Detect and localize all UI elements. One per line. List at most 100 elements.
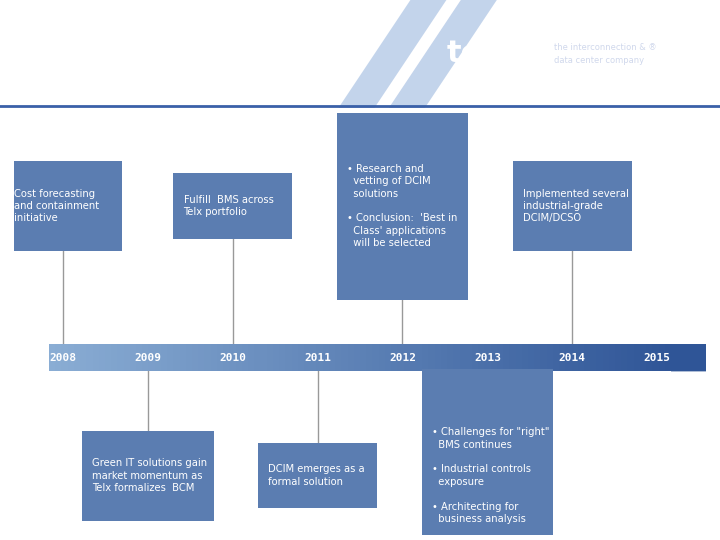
Bar xyxy=(428,344,436,372)
Text: 2015: 2015 xyxy=(644,353,671,363)
Text: 2010: 2010 xyxy=(219,353,246,363)
Bar xyxy=(192,344,199,372)
Bar xyxy=(416,344,423,372)
Bar xyxy=(273,344,280,372)
Text: 2008: 2008 xyxy=(49,353,76,363)
Bar xyxy=(179,344,186,372)
FancyBboxPatch shape xyxy=(4,161,122,251)
Bar xyxy=(652,344,660,372)
Bar xyxy=(174,344,180,372)
Bar xyxy=(248,344,255,372)
Bar xyxy=(596,344,603,372)
Bar xyxy=(534,344,541,372)
Bar xyxy=(217,344,224,372)
Bar xyxy=(590,344,597,372)
Bar xyxy=(503,344,510,372)
Bar xyxy=(211,344,217,372)
Bar xyxy=(385,344,392,372)
Bar xyxy=(235,344,243,372)
Bar xyxy=(266,344,274,372)
Bar xyxy=(136,344,143,372)
Bar xyxy=(628,344,634,372)
Bar xyxy=(640,344,647,372)
Bar xyxy=(609,344,616,372)
Bar xyxy=(348,344,354,372)
FancyBboxPatch shape xyxy=(82,430,214,521)
Bar xyxy=(161,344,168,372)
Bar xyxy=(497,344,504,372)
Bar xyxy=(155,344,161,372)
Bar xyxy=(86,344,93,372)
Text: Cost forecasting
and containment
initiative: Cost forecasting and containment initiat… xyxy=(14,188,99,224)
Bar xyxy=(546,344,554,372)
Bar xyxy=(49,344,56,372)
Text: 2012: 2012 xyxy=(389,353,416,363)
Bar xyxy=(435,344,441,372)
Text: 2014: 2014 xyxy=(559,353,586,363)
Bar xyxy=(143,344,149,372)
Bar xyxy=(441,344,448,372)
Bar xyxy=(490,344,498,372)
Bar xyxy=(615,344,622,372)
Bar xyxy=(459,344,467,372)
Text: Implemented several
industrial-grade
DCIM/DCSO: Implemented several industrial-grade DCI… xyxy=(523,188,629,224)
Bar xyxy=(565,344,572,372)
Polygon shape xyxy=(389,0,497,108)
Bar xyxy=(117,344,125,372)
Bar xyxy=(553,344,559,372)
Bar xyxy=(410,344,417,372)
Bar xyxy=(61,344,68,372)
Text: telx: telx xyxy=(446,39,512,69)
Bar xyxy=(478,344,485,372)
Bar xyxy=(310,344,317,372)
FancyBboxPatch shape xyxy=(174,173,292,239)
Bar xyxy=(379,344,386,372)
Bar xyxy=(572,344,578,372)
Bar xyxy=(204,344,212,372)
Bar xyxy=(130,344,137,372)
Bar xyxy=(304,344,311,372)
Bar xyxy=(422,344,429,372)
Text: • Research and
  vetting of DCIM
  solutions

• Conclusion:  'Best in
  Class' a: • Research and vetting of DCIM solutions… xyxy=(347,164,457,248)
Bar xyxy=(391,344,398,372)
Polygon shape xyxy=(338,0,446,108)
Bar xyxy=(341,344,348,372)
Bar xyxy=(105,344,112,372)
Bar xyxy=(372,344,379,372)
Bar xyxy=(92,344,99,372)
Bar xyxy=(659,344,665,372)
Bar xyxy=(366,344,373,372)
Bar xyxy=(665,344,672,372)
Text: 2011: 2011 xyxy=(304,353,331,363)
Bar xyxy=(124,344,130,372)
Bar xyxy=(74,344,81,372)
Bar xyxy=(603,344,610,372)
FancyBboxPatch shape xyxy=(422,369,553,540)
Bar xyxy=(223,344,230,372)
Bar xyxy=(516,344,523,372)
Bar xyxy=(559,344,566,372)
Text: DCIM emerges as a
formal solution: DCIM emerges as a formal solution xyxy=(269,464,365,487)
Bar xyxy=(298,344,305,372)
Text: 2013: 2013 xyxy=(474,353,501,363)
Text: 2009: 2009 xyxy=(134,353,161,363)
Text: • Challenges for "right"
  BMS continues

• Industrial controls
  exposure

• Ar: • Challenges for "right" BMS continues •… xyxy=(432,427,549,524)
Bar xyxy=(167,344,174,372)
Bar xyxy=(454,344,460,372)
Bar xyxy=(99,344,106,372)
Bar xyxy=(360,344,367,372)
Text: the interconnection & ®
data center company: the interconnection & ® data center comp… xyxy=(554,43,657,65)
Bar xyxy=(292,344,299,372)
Bar xyxy=(509,344,516,372)
Bar xyxy=(472,344,479,372)
Bar xyxy=(447,344,454,372)
Bar xyxy=(541,344,547,372)
FancyBboxPatch shape xyxy=(337,112,468,300)
Bar xyxy=(577,344,585,372)
Bar xyxy=(55,344,62,372)
Bar xyxy=(242,344,248,372)
Bar xyxy=(397,344,404,372)
FancyBboxPatch shape xyxy=(513,161,631,251)
Bar xyxy=(528,344,535,372)
Bar xyxy=(485,344,491,372)
